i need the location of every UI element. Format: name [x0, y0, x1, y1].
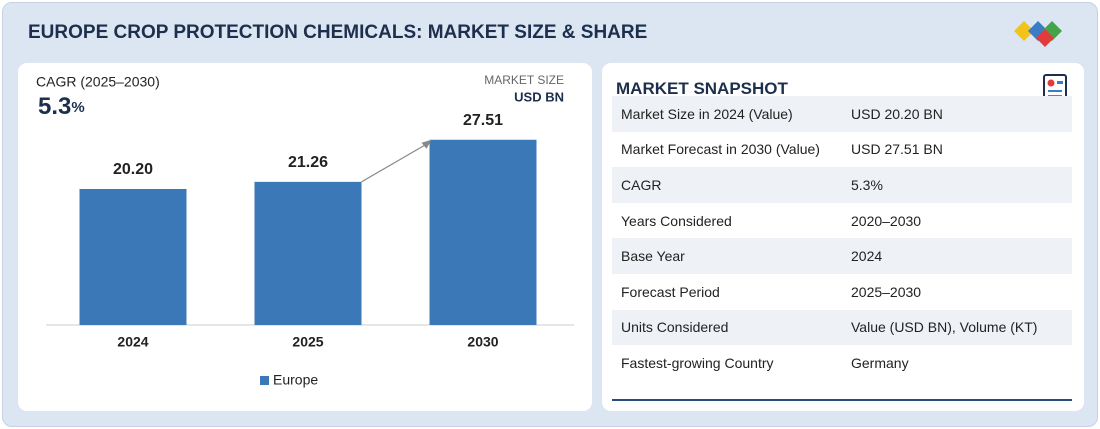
row-value: Value (USD BN), Volume (KT) [842, 309, 1072, 346]
row-value: 2020–2030 [851, 212, 922, 229]
legend-swatch [260, 376, 269, 385]
cagr-value: 5.3% [38, 93, 85, 120]
table-row: CAGR 5.3% [612, 167, 1072, 203]
bar [79, 188, 187, 325]
x-tick-label: 2025 [292, 334, 323, 350]
table-row: Years Considered 2020–2030 [612, 203, 1072, 239]
row-label: Forecast Period [621, 283, 720, 300]
cagr-number: 5.3 [38, 93, 71, 120]
legend-label: Europe [273, 372, 318, 388]
row-value: 2025–2030 [851, 283, 922, 300]
bar [429, 139, 537, 325]
row-label: Units Considered [612, 309, 842, 346]
value-label: 20.20 [113, 161, 153, 178]
row-label: Fastest-growing Country [621, 354, 774, 371]
chart: CAGR (2025–2030) 5.3% MARKET SIZE USD BN… [36, 73, 574, 388]
x-tick-label: 2030 [467, 334, 498, 350]
row-label: Market Forecast in 2030 (Value) [621, 141, 820, 158]
chart-card: CAGR (2025–2030) 5.3% MARKET SIZE USD BN… [18, 63, 592, 411]
table-row: Units Considered Value (USD BN), Volume (… [612, 309, 1072, 346]
value-label: 21.26 [288, 154, 328, 171]
size-unit: USD BN [514, 89, 564, 104]
row-label: Years Considered [621, 212, 732, 229]
logo [1014, 21, 1062, 47]
snapshot-title: MARKET SNAPSHOT [616, 79, 788, 98]
table-row: Fastest-growing Country Germany [612, 345, 1072, 381]
row-label: Market Size in 2024 (Value) [612, 96, 842, 132]
size-label: MARKET SIZE [484, 73, 564, 87]
cagr-unit: % [71, 99, 84, 116]
row-label: CAGR [612, 167, 842, 203]
row-value: USD 20.20 BN [842, 96, 1072, 132]
bar [254, 181, 362, 325]
page-title: EUROPE CROP PROTECTION CHEMICALS: MARKET… [28, 22, 648, 43]
row-value: 2024 [842, 238, 1072, 274]
arrow-head [421, 139, 432, 149]
trend-arrow [361, 144, 426, 183]
table-row: Base Year 2024 [612, 238, 1072, 274]
table-row: Market Forecast in 2030 (Value) USD 27.51… [612, 132, 1072, 168]
cagr-label: CAGR (2025–2030) [36, 74, 160, 90]
table-row: Market Size in 2024 (Value) USD 20.20 BN [612, 96, 1072, 132]
table-rule [612, 399, 1072, 401]
row-value: USD 27.51 BN [851, 141, 943, 158]
row-label: Base Year [612, 238, 842, 274]
snapshot-card: MARKET SNAPSHOT Market Size in 2024 (Val… [602, 63, 1084, 411]
value-label: 27.51 [463, 112, 503, 129]
row-value: 5.3% [842, 167, 1072, 203]
row-value: Germany [851, 354, 909, 371]
snapshot-table: Market Size in 2024 (Value) USD 20.20 BN M… [612, 96, 1072, 381]
table-row: Forecast Period 2025–2030 [612, 274, 1072, 310]
x-tick-label: 2024 [117, 334, 148, 350]
